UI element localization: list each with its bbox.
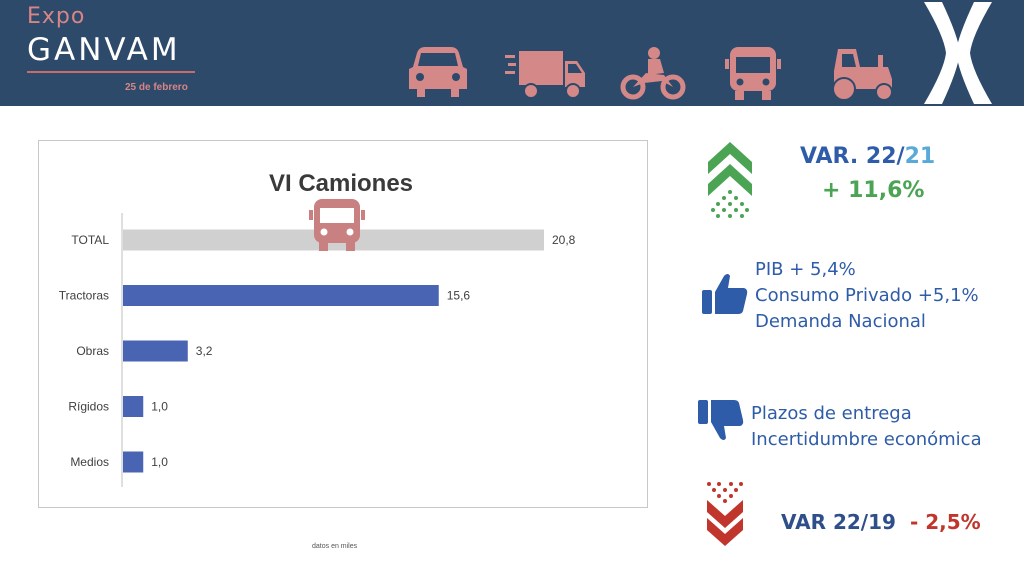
positive-factor: PIB + 5,4% xyxy=(755,259,856,280)
brand-prefix: Expo xyxy=(27,4,86,29)
chart-title: VI Camiones xyxy=(269,170,413,197)
bus-icon xyxy=(725,47,781,100)
var-label-year: 21 xyxy=(904,144,936,169)
positive-factor: Consumo Privado +5,1% xyxy=(755,285,979,306)
car-icon xyxy=(409,47,467,97)
truck-icon xyxy=(505,51,585,99)
negative-factors: Plazos de entrega Incertidumbre económic… xyxy=(751,401,982,453)
motorcycle-icon xyxy=(620,47,686,100)
positive-factors: PIB + 5,4% Consumo Privado +5,1% Demanda… xyxy=(755,257,979,335)
bar-tractoras xyxy=(123,285,439,306)
header-banner: Expo GANVAM 25 de febrero xyxy=(0,0,1024,106)
var2-label: VAR 22/19 xyxy=(781,510,896,534)
positive-factor: Demanda Nacional xyxy=(755,311,926,332)
x-logo-icon xyxy=(924,2,992,104)
brand-name: GANVAM xyxy=(27,32,181,68)
var-label-prefix: VAR. 22/ xyxy=(800,144,905,169)
footnote: datos en miles xyxy=(312,543,358,550)
var-22-21-value: + 11,6% xyxy=(822,178,925,203)
data-label: 1,0 xyxy=(151,455,168,469)
bar-chart: VI Camiones TOTAL 20,8 Tractoras 15,6 Obras 3… xyxy=(59,170,576,487)
bar-medios xyxy=(123,451,144,473)
bar-obras xyxy=(123,340,188,362)
down-arrow-icon xyxy=(707,482,743,546)
negative-factor: Plazos de entrega xyxy=(751,403,912,424)
bar-rígidos xyxy=(123,396,144,417)
bus-overlay-icon xyxy=(309,199,365,251)
data-label: 3,2 xyxy=(196,344,213,358)
data-label: 1,0 xyxy=(151,400,168,414)
category-label: TOTAL xyxy=(71,233,109,247)
var-22-19: VAR 22/19 - 2,5% xyxy=(781,510,981,534)
category-label: Medios xyxy=(70,455,109,469)
data-label: 15,6 xyxy=(447,289,471,303)
negative-factor: Incertidumbre económica xyxy=(751,429,982,450)
category-label: Rígidos xyxy=(68,400,109,414)
var2-value: - 2,5% xyxy=(909,510,981,534)
data-label: 20,8 xyxy=(552,233,576,247)
up-arrow-icon xyxy=(708,142,752,218)
category-label: Tractoras xyxy=(59,289,109,303)
brand-date: 25 de febrero xyxy=(125,82,188,93)
brand-underline xyxy=(27,71,195,73)
category-label: Obras xyxy=(76,344,109,358)
thumbs-down-icon xyxy=(698,400,744,440)
var-22-21-label: VAR. 22/21 xyxy=(800,144,935,169)
chart-panel: VI Camiones TOTAL 20,8 Tractoras 15,6 Obras 3… xyxy=(38,140,648,508)
thumbs-up-icon xyxy=(702,274,748,314)
tractor-icon xyxy=(832,49,893,101)
